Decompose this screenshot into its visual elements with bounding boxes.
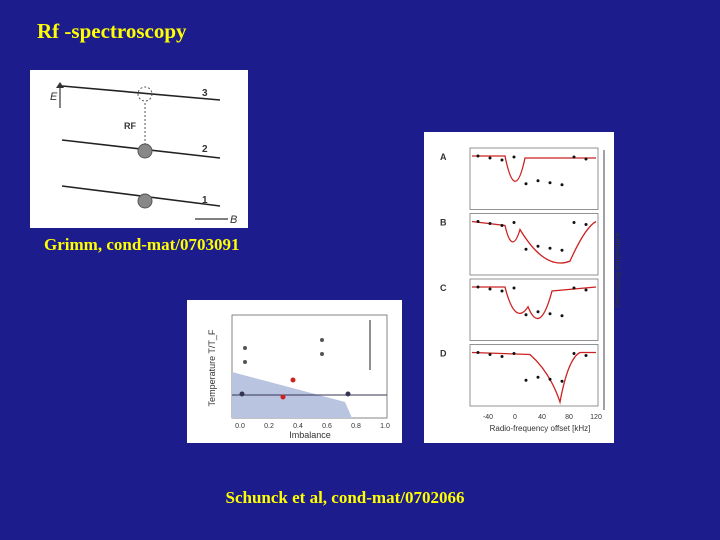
data-point [572,352,576,355]
data-point [500,224,504,227]
level-line [61,85,221,101]
x-tick-label: 0 [513,414,517,421]
data-point [584,157,588,161]
panel-label: D [440,349,447,359]
point [320,338,324,342]
point [345,391,351,397]
data-point [488,156,492,160]
data-point [572,221,576,224]
panel-label: C [440,283,447,293]
x-tick-label: 0.2 [264,423,274,430]
data-point [512,352,516,355]
data-point [560,248,564,252]
fit-curve [471,351,596,405]
axis-label: Temperature T/T_F [207,329,217,406]
x-tick-label: 0.4 [293,423,303,430]
figure-frame [187,300,402,443]
data-point [572,155,576,159]
data-point [548,181,552,185]
panel-frame [469,344,599,407]
point [320,352,324,356]
point [290,377,296,383]
figure-caption: Grimm, cond-mat/0703091 [44,235,239,254]
x-tick-label: 0.6 [322,423,332,430]
data-point [488,353,492,356]
slide-title: Rf -spectroscopy [37,19,187,43]
target-state [137,86,153,102]
data-point [584,223,588,226]
data-point [488,222,492,225]
x-tick-label: 40 [538,414,546,421]
level-label: 1 [202,195,208,206]
data-point [524,247,528,251]
data-point [560,183,564,187]
data-point [476,220,480,223]
x-tick-label: 120 [590,414,602,421]
data-point [524,182,528,186]
panel-frame [469,213,599,276]
data-point [548,312,552,316]
data-point [512,286,516,290]
data-point [548,246,552,250]
data-point [476,351,480,354]
x-tick-label: 80 [565,414,573,421]
axis-label: Radio-frequency offset [kHz] [490,424,591,433]
point [280,394,286,400]
x-tick-label: 0.0 [235,423,245,430]
x-tick-label: 1.0 [380,423,390,430]
point [243,346,247,350]
data-point [560,379,564,383]
level-label: 2 [202,144,208,155]
level-label: 3 [202,88,208,99]
data-point [476,285,480,289]
fit-curve [471,220,597,264]
panel-frame [469,278,599,341]
atom [137,143,153,159]
data-point [512,155,516,159]
data-point [548,377,552,381]
data-point [536,310,540,314]
data-point [584,288,588,292]
panel-frame [469,147,599,210]
data-point [584,354,588,357]
point [239,391,245,397]
panel-label: B [440,218,447,228]
data-point [488,287,492,291]
fit-curve [472,155,596,182]
spectra-figure: Decreasing temperature Radio-frequency o… [424,132,622,443]
data-point [500,355,504,358]
panel-label: A [440,152,447,162]
data-point [560,314,564,318]
atom [137,193,153,209]
figure-caption: Schunck et al, cond-mat/0702066 [226,488,465,507]
point [243,360,247,364]
side-label: Decreasing temperature [615,232,622,307]
fit-curve [472,286,597,320]
figure-frame [424,132,614,443]
data-point [512,221,516,224]
energy-diagram: E B RF 3 2 1 [30,70,248,228]
data-point [536,244,540,248]
axis-label: B [230,214,237,226]
data-point [536,375,540,379]
phase-diagram: Temperature T/T_F Imbalance 0.0 0.2 0.4 0.6… [187,300,402,443]
transition-label: RF [124,121,136,131]
data-point [500,289,504,293]
axis-label: E [50,91,58,103]
data-point [536,179,540,183]
data-point [476,154,480,158]
data-point [524,378,528,382]
x-tick-label: -40 [483,414,493,421]
x-tick-label: 0.8 [351,423,361,430]
data-point [500,158,504,162]
data-point [572,286,576,290]
data-point [524,313,528,317]
axis-label: Imbalance [289,430,331,440]
